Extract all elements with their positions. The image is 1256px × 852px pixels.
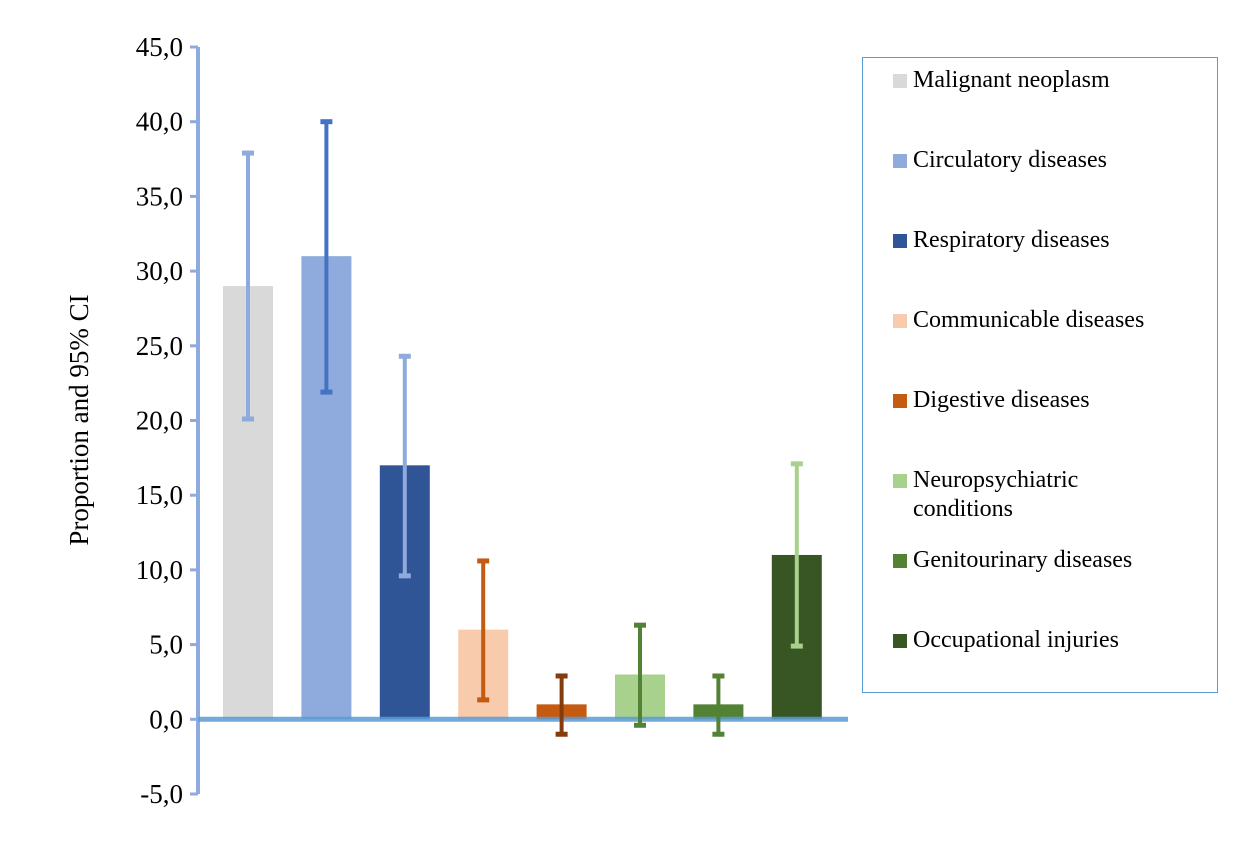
y-tick-label: 10,0 <box>136 555 183 585</box>
y-tick-label: 45,0 <box>136 32 183 62</box>
legend-item: Digestive diseases <box>893 386 1213 415</box>
legend-item: Communicable diseases <box>893 306 1213 335</box>
legend-swatch <box>893 394 907 408</box>
legend-item: Circulatory diseases <box>893 146 1213 175</box>
y-tick-label: 25,0 <box>136 331 183 361</box>
y-tick-label: 40,0 <box>136 107 183 137</box>
legend-swatch <box>893 474 907 488</box>
y-tick-label: 5,0 <box>149 630 183 660</box>
legend-swatch <box>893 634 907 648</box>
legend-item: Malignant neoplasm <box>893 66 1213 95</box>
y-axis-label: Proportion and 95% CI <box>64 294 94 545</box>
y-tick-label: 0,0 <box>149 704 183 734</box>
legend-item: Neuropsychiatric conditions <box>893 466 1213 524</box>
y-tick-label: 30,0 <box>136 256 183 286</box>
legend-label: Digestive diseases <box>913 387 1090 413</box>
y-tick-label: 35,0 <box>136 181 183 211</box>
y-tick-label: 15,0 <box>136 480 183 510</box>
legend-label: Communicable diseases <box>913 307 1145 333</box>
legend-label: Malignant neoplasm <box>913 67 1110 93</box>
y-tick-label: -5,0 <box>140 779 183 809</box>
legend-swatch <box>893 74 907 88</box>
legend-item: Genitourinary diseases <box>893 546 1213 575</box>
legend-label: Occupational injuries <box>913 627 1119 653</box>
legend-swatch <box>893 554 907 568</box>
legend-swatch <box>893 314 907 328</box>
legend-swatch <box>893 154 907 168</box>
legend-label: Circulatory diseases <box>913 147 1107 173</box>
y-tick-label: 20,0 <box>136 406 183 436</box>
legend-item: Respiratory diseases <box>893 226 1213 255</box>
legend-item: Occupational injuries <box>893 626 1213 655</box>
legend: Malignant neoplasm Circulatory diseases Re… <box>862 57 1218 693</box>
legend-label: Neuropsychiatric conditions <box>913 467 1079 522</box>
legend-label: Respiratory diseases <box>913 227 1110 253</box>
legend-swatch <box>893 234 907 248</box>
legend-label: Genitourinary diseases <box>913 547 1133 573</box>
